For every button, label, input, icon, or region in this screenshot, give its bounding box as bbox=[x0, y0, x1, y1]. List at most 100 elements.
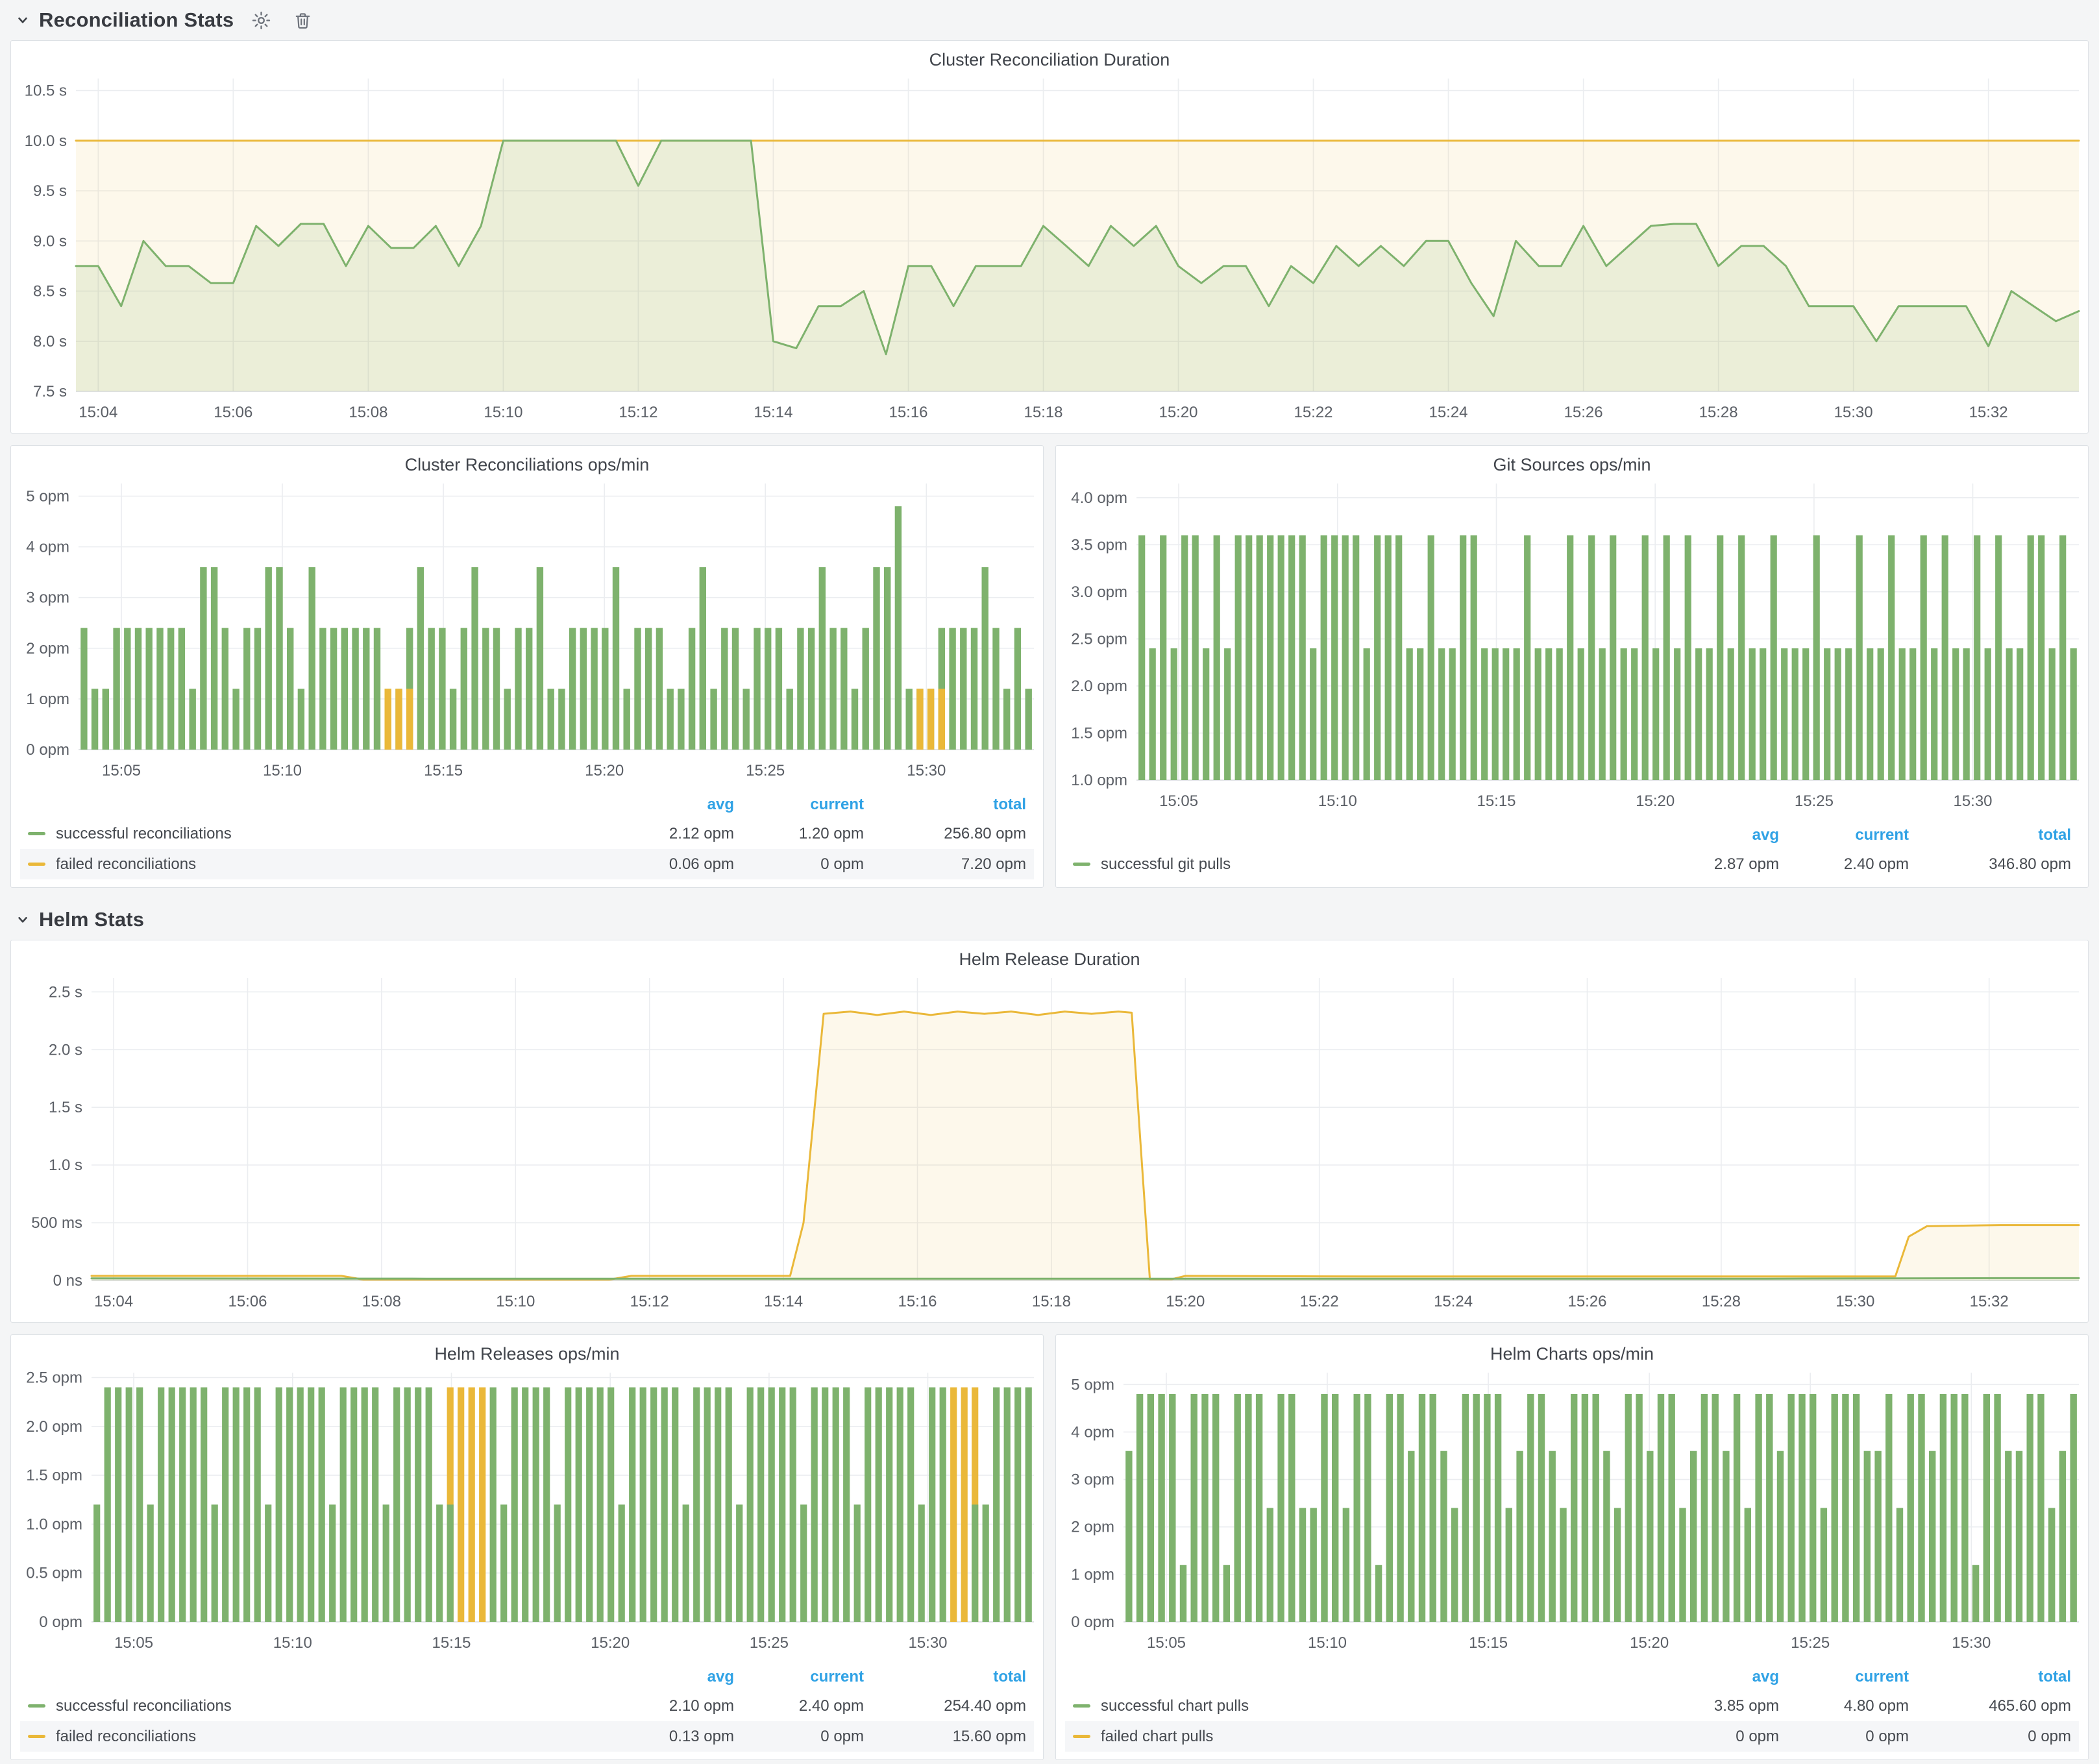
svg-text:15:05: 15:05 bbox=[114, 1634, 153, 1652]
legend-series-toggle[interactable]: successful git pulls bbox=[1073, 855, 1649, 874]
svg-text:1.5 opm: 1.5 opm bbox=[1071, 725, 1127, 742]
panel-helm-releases: Helm Releases ops/min 0 opm0.5 opm1.0 op… bbox=[10, 1334, 1044, 1760]
stat-total: 254.40 opm bbox=[864, 1697, 1026, 1715]
svg-text:1.0 s: 1.0 s bbox=[49, 1157, 82, 1174]
svg-text:3 opm: 3 opm bbox=[26, 589, 69, 607]
series-color-dash bbox=[28, 863, 45, 866]
legend-series-toggle[interactable]: failed reconciliations bbox=[28, 855, 604, 874]
svg-text:15:30: 15:30 bbox=[1834, 404, 1873, 421]
svg-text:2.0 s: 2.0 s bbox=[49, 1041, 82, 1059]
helm-releases-chart[interactable]: 0 opm0.5 opm1.0 opm1.5 opm2.0 opm2.5 opm… bbox=[11, 1364, 1043, 1663]
svg-text:15:05: 15:05 bbox=[1159, 792, 1198, 810]
svg-text:15:22: 15:22 bbox=[1300, 1293, 1339, 1310]
legend-sort-current[interactable]: current bbox=[1779, 1668, 1909, 1686]
series-color-dash bbox=[28, 1704, 45, 1708]
legend: avg current total successful chart pulls… bbox=[1056, 1663, 2088, 1759]
legend-sort-avg[interactable]: avg bbox=[604, 1668, 734, 1686]
svg-text:15:20: 15:20 bbox=[1159, 404, 1197, 421]
legend-series-toggle[interactable]: failed reconciliations bbox=[28, 1728, 604, 1746]
cluster-reconciliations-chart[interactable]: 0 opm1 opm2 opm3 opm4 opm5 opm15:0515:10… bbox=[11, 474, 1043, 791]
section-helm-stats[interactable]: Helm Stats bbox=[10, 900, 2089, 940]
panel-title[interactable]: Helm Releases ops/min bbox=[11, 1335, 1043, 1364]
legend-sort-avg[interactable]: avg bbox=[1649, 1668, 1779, 1686]
svg-text:3.5 opm: 3.5 opm bbox=[1071, 536, 1127, 554]
panel-title[interactable]: Git Sources ops/min bbox=[1056, 446, 2088, 474]
series-color-dash bbox=[28, 1735, 45, 1738]
panel-title[interactable]: Cluster Reconciliations ops/min bbox=[11, 446, 1043, 474]
chevron-down-icon[interactable] bbox=[14, 12, 31, 29]
svg-text:2 opm: 2 opm bbox=[26, 640, 69, 657]
svg-text:0 ns: 0 ns bbox=[53, 1272, 82, 1290]
stat-avg: 0.06 opm bbox=[604, 855, 734, 874]
legend-sort-current[interactable]: current bbox=[734, 796, 864, 814]
legend-sort-total[interactable]: total bbox=[864, 1668, 1026, 1686]
section-reconciliation-stats[interactable]: Reconciliation Stats bbox=[10, 0, 2089, 40]
series-label: successful chart pulls bbox=[1101, 1697, 1249, 1715]
svg-text:4 opm: 4 opm bbox=[26, 539, 69, 556]
legend-sort-total[interactable]: total bbox=[864, 796, 1026, 814]
svg-text:15:06: 15:06 bbox=[214, 404, 252, 421]
legend-sort-current[interactable]: current bbox=[734, 1668, 864, 1686]
svg-text:15:12: 15:12 bbox=[630, 1293, 669, 1310]
legend-series-toggle[interactable]: successful reconciliations bbox=[28, 1697, 604, 1715]
svg-text:15:04: 15:04 bbox=[94, 1293, 133, 1310]
legend-sort-total[interactable]: total bbox=[1909, 1668, 2071, 1686]
stat-total: 346.80 opm bbox=[1909, 855, 2071, 874]
svg-text:15:16: 15:16 bbox=[898, 1293, 937, 1310]
svg-text:2 opm: 2 opm bbox=[1071, 1519, 1114, 1536]
svg-text:1.0 opm: 1.0 opm bbox=[26, 1515, 82, 1533]
legend: avg current total successful reconciliat… bbox=[11, 1663, 1043, 1759]
legend-sort-total[interactable]: total bbox=[1909, 826, 2071, 844]
svg-text:15:26: 15:26 bbox=[1567, 1293, 1606, 1310]
svg-text:4.0 opm: 4.0 opm bbox=[1071, 489, 1127, 507]
cluster-reconciliation-duration-chart[interactable]: 7.5 s8.0 s8.5 s9.0 s9.5 s10.0 s10.5 s15:… bbox=[11, 69, 2088, 433]
svg-text:15:05: 15:05 bbox=[1147, 1634, 1186, 1652]
svg-text:15:10: 15:10 bbox=[263, 762, 302, 779]
panel-title[interactable]: Helm Release Duration bbox=[11, 940, 2088, 969]
series-label: failed reconciliations bbox=[56, 1728, 196, 1746]
stat-total: 256.80 opm bbox=[864, 825, 1026, 843]
svg-text:15:24: 15:24 bbox=[1429, 404, 1467, 421]
legend-header: avg current total bbox=[1065, 822, 2079, 849]
svg-text:15:20: 15:20 bbox=[1630, 1634, 1669, 1652]
legend-series-toggle[interactable]: successful chart pulls bbox=[1073, 1697, 1649, 1715]
legend-row: successful chart pulls 3.85 opm 4.80 opm… bbox=[1065, 1691, 2079, 1721]
section-title: Reconciliation Stats bbox=[39, 8, 234, 32]
svg-text:0.5 opm: 0.5 opm bbox=[26, 1565, 82, 1582]
helm-release-duration-chart[interactable]: 0 ns500 ms1.0 s1.5 s2.0 s2.5 s15:0415:06… bbox=[11, 969, 2088, 1322]
stat-current: 2.40 opm bbox=[734, 1697, 864, 1715]
chevron-down-icon[interactable] bbox=[14, 911, 31, 928]
legend-sort-current[interactable]: current bbox=[1779, 826, 1909, 844]
legend-sort-avg[interactable]: avg bbox=[1649, 826, 1779, 844]
svg-text:15:15: 15:15 bbox=[1477, 792, 1516, 810]
svg-text:15:30: 15:30 bbox=[908, 1634, 947, 1652]
svg-text:15:10: 15:10 bbox=[1318, 792, 1357, 810]
svg-text:15:15: 15:15 bbox=[1469, 1634, 1508, 1652]
svg-text:15:04: 15:04 bbox=[79, 404, 117, 421]
svg-text:3.0 opm: 3.0 opm bbox=[1071, 583, 1127, 601]
svg-text:15:20: 15:20 bbox=[1636, 792, 1675, 810]
stat-total: 0 opm bbox=[1909, 1728, 2071, 1746]
helm-charts-chart[interactable]: 0 opm1 opm2 opm3 opm4 opm5 opm15:0515:10… bbox=[1056, 1364, 2088, 1663]
svg-text:2.0 opm: 2.0 opm bbox=[1071, 678, 1127, 695]
legend-sort-avg[interactable]: avg bbox=[604, 796, 734, 814]
git-sources-chart[interactable]: 1.0 opm1.5 opm2.0 opm2.5 opm3.0 opm3.5 o… bbox=[1056, 474, 2088, 822]
panel-title[interactable]: Helm Charts ops/min bbox=[1056, 1335, 2088, 1364]
series-label: failed chart pulls bbox=[1101, 1728, 1213, 1746]
stat-current: 4.80 opm bbox=[1779, 1697, 1909, 1715]
gear-icon[interactable] bbox=[247, 6, 275, 34]
dashboard: Reconciliation Stats Cluster Reconciliat… bbox=[0, 0, 2099, 1764]
svg-text:15:25: 15:25 bbox=[1795, 792, 1834, 810]
panel-helm-release-duration: Helm Release Duration 0 ns500 ms1.0 s1.5… bbox=[10, 940, 2089, 1323]
trash-icon[interactable] bbox=[288, 6, 317, 34]
panel-title[interactable]: Cluster Reconciliation Duration bbox=[11, 41, 2088, 69]
legend-series-toggle[interactable]: failed chart pulls bbox=[1073, 1728, 1649, 1746]
stat-current: 2.40 opm bbox=[1779, 855, 1909, 874]
svg-text:15:26: 15:26 bbox=[1564, 404, 1603, 421]
series-color-dash bbox=[28, 832, 45, 835]
legend-row: failed chart pulls 0 opm 0 opm 0 opm bbox=[1065, 1721, 2079, 1752]
legend-series-toggle[interactable]: successful reconciliations bbox=[28, 825, 604, 843]
series-label: failed reconciliations bbox=[56, 855, 196, 874]
svg-text:0 opm: 0 opm bbox=[1071, 1613, 1114, 1631]
svg-text:9.0 s: 9.0 s bbox=[33, 232, 67, 250]
